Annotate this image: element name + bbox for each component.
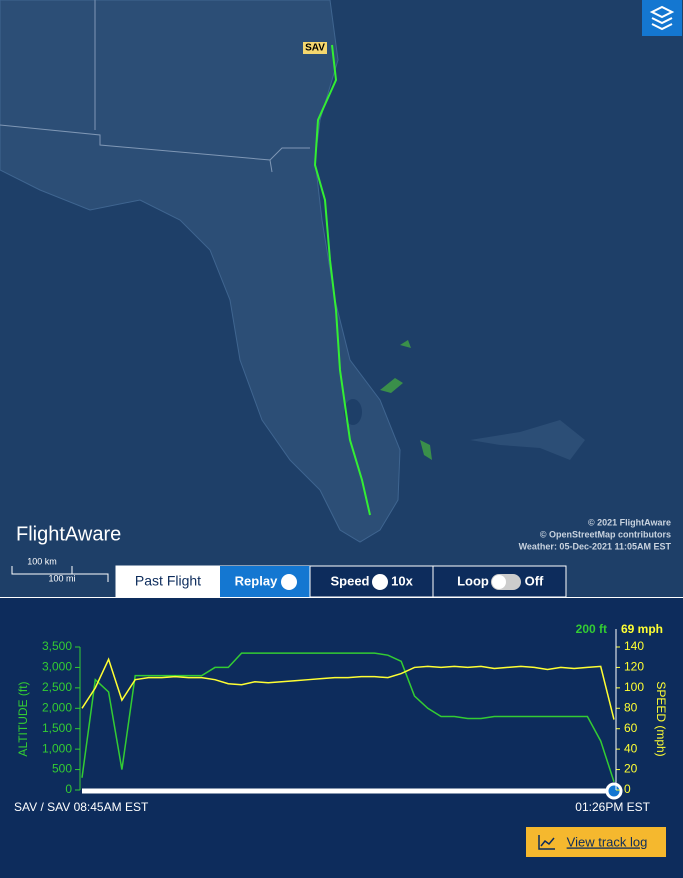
- weather-credit: Weather: 05-Dec-2021 11:05AM EST: [519, 541, 672, 551]
- airport-badge: [303, 42, 327, 54]
- x-label: 01:26PM EST: [575, 800, 650, 814]
- y2-axis-title: SPEED (mph): [654, 681, 668, 756]
- toggle-knob: [492, 575, 506, 589]
- past-flight-tab[interactable]: [116, 566, 220, 597]
- y2-tick-label: 0: [624, 782, 631, 796]
- scale-bar: [11, 566, 109, 582]
- y2-tick-label: 60: [624, 721, 638, 735]
- series-line: [81, 657, 615, 720]
- track-log-icon: [538, 835, 555, 850]
- y-tick-label: 3,500: [42, 639, 72, 653]
- y-tick-label: 500: [52, 762, 72, 776]
- osm-credit: © OpenStreetMap contributors: [540, 529, 671, 539]
- x-label: SAV / SAV 08:45AM EST: [14, 800, 149, 814]
- flight-path: [313, 44, 371, 516]
- y2-tick-label: 40: [624, 741, 638, 755]
- track-log-link[interactable]: View track log: [567, 834, 648, 849]
- y2-tick-label: 100: [624, 680, 644, 694]
- speed-icon: [372, 574, 388, 590]
- brand: FlightAware: [16, 523, 121, 545]
- y-tick-label: 1,000: [42, 741, 72, 755]
- replay: Replay: [235, 573, 278, 588]
- loop-value: Off: [525, 573, 544, 588]
- speed-value: 10x: [391, 573, 413, 588]
- weather: [380, 340, 432, 460]
- speed-label[interactable]: Speed: [330, 573, 369, 588]
- y2-tick-label: 80: [624, 700, 638, 714]
- timeline-handle[interactable]: [605, 782, 623, 800]
- y-tick-label: 2,500: [42, 680, 72, 694]
- airport-label: SAV: [305, 43, 325, 54]
- copyright: © 2021 FlightAware: [588, 517, 671, 527]
- y2-tick-label: 20: [624, 762, 638, 776]
- y-tick-label: 3,000: [42, 660, 72, 674]
- map-borders: [0, 0, 310, 173]
- past-flight: Past Flight: [135, 573, 201, 589]
- y-axis-title: ALTITUDE (ft): [16, 681, 30, 756]
- y-tick-label: 0: [65, 782, 72, 796]
- y2-tick-label: 120: [624, 660, 644, 674]
- y-tick-label: 2,000: [42, 700, 72, 714]
- scale-mi: 100 mi: [48, 573, 75, 583]
- altitude-readout: 200 ft: [576, 622, 607, 636]
- map-island: [470, 420, 585, 460]
- layers-icon: [649, 5, 675, 31]
- scale-km: 100 km: [27, 556, 57, 566]
- series-line: [81, 652, 615, 783]
- loop-label[interactable]: Loop: [457, 573, 489, 588]
- play-icon: [281, 574, 297, 590]
- lake: [344, 399, 362, 425]
- y-tick-label: 1,500: [42, 721, 72, 735]
- y2-tick-label: 140: [624, 639, 644, 653]
- track-log-button[interactable]: [526, 827, 666, 857]
- speed-readout: 69 mph: [621, 622, 663, 636]
